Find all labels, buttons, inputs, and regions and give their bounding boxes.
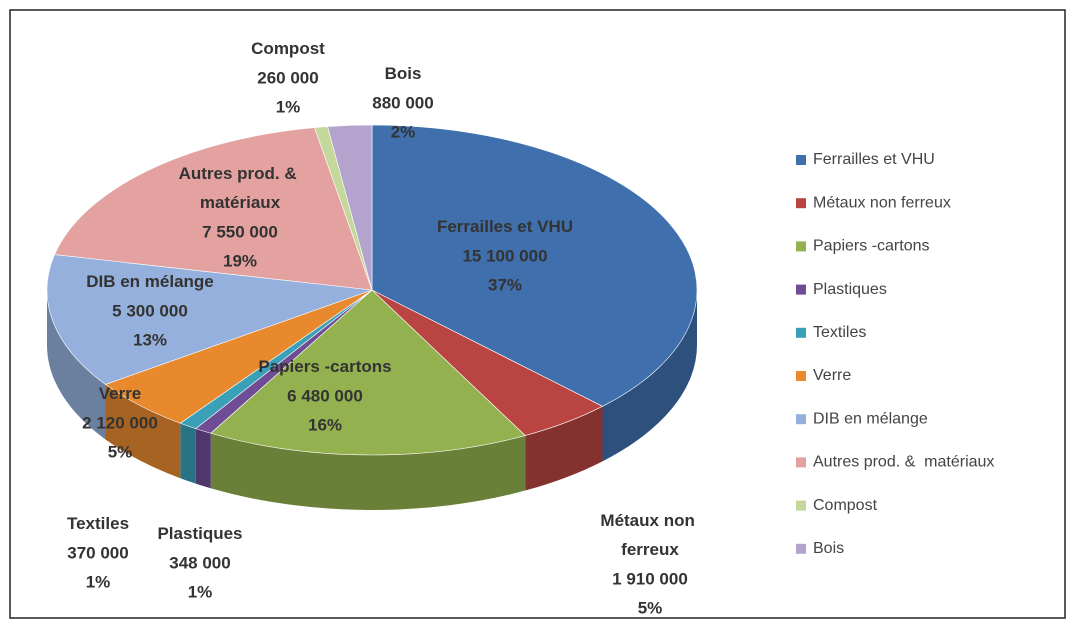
slice-percent-label: 1% — [86, 572, 111, 591]
slice-side — [180, 423, 196, 484]
slice-value-label: 2 120 000 — [82, 413, 158, 432]
slice — [327, 124, 373, 291]
slice-percent-label: 2% — [391, 122, 416, 141]
slice-label: Ferrailles et VHU — [437, 217, 573, 236]
legend-label: Textiles — [813, 324, 866, 341]
legend-swatch — [796, 198, 806, 209]
slice-side — [47, 290, 106, 440]
slice-side — [195, 428, 211, 489]
slice-value-label: 7 550 000 — [202, 222, 278, 241]
slice — [46, 254, 373, 385]
slice-label: Plastiques — [157, 524, 242, 543]
slice-percent-label: 16% — [308, 415, 342, 434]
slice-percent-label: 19% — [223, 251, 257, 270]
slice-percent-label: 13% — [133, 330, 167, 349]
slice-percent-label: 5% — [108, 442, 133, 461]
legend-label: Compost — [813, 497, 878, 514]
legend-label: Papiers -cartons — [813, 238, 930, 255]
slice-percent-label: 37% — [488, 275, 522, 294]
legend-swatch — [796, 241, 806, 252]
legend-label: Autres prod. & matériaux — [813, 454, 994, 471]
slice — [210, 289, 526, 456]
slice-value-label: 880 000 — [372, 93, 433, 112]
legend-label: Métaux non ferreux — [813, 194, 951, 211]
slice-value-label: 348 000 — [169, 553, 230, 572]
legend-label: Ferrailles et VHU — [813, 151, 935, 168]
legend-swatch — [796, 500, 806, 511]
slice-side — [210, 433, 526, 510]
legend-label: DIB en mélange — [813, 410, 928, 427]
slice-label: Bois — [385, 64, 422, 83]
slice — [54, 127, 373, 291]
slice-side — [602, 290, 697, 462]
slice-side — [525, 406, 603, 491]
slice-percent-label: 1% — [276, 97, 301, 116]
slice-label: Textiles — [67, 514, 129, 533]
slice-value-label: 6 480 000 — [287, 386, 363, 405]
slice-value-label: 370 000 — [67, 543, 128, 562]
legend-swatch — [796, 155, 806, 165]
slice-label: Métaux non ferreux — [600, 511, 699, 559]
legend-swatch — [796, 327, 806, 338]
slice — [371, 124, 698, 407]
slice-value-label: 260 000 — [257, 68, 318, 87]
slice-label: Verre — [99, 384, 142, 403]
slice-value-label: 15 100 000 — [462, 246, 547, 265]
slice-label: Compost — [251, 39, 325, 58]
legend-swatch — [796, 284, 806, 295]
slice-side — [105, 384, 181, 479]
legend-swatch — [796, 457, 806, 468]
legend-swatch — [796, 414, 806, 425]
legend-swatch — [796, 371, 806, 381]
legend-label: Bois — [813, 540, 844, 557]
slice-value-label: 5 300 000 — [112, 301, 188, 320]
legend-swatch — [796, 543, 806, 554]
slice-label: Autres prod. & matériaux — [179, 164, 302, 212]
slice-value-label: 1 910 000 — [612, 569, 688, 588]
slice-percent-label: 5% — [638, 598, 663, 617]
slice-label: Papiers -cartons — [258, 357, 391, 376]
legend-label: Verre — [813, 367, 851, 384]
legend-label: Plastiques — [813, 281, 887, 298]
slice-percent-label: 1% — [188, 582, 213, 601]
slice-label: DIB en mélange — [86, 272, 214, 291]
